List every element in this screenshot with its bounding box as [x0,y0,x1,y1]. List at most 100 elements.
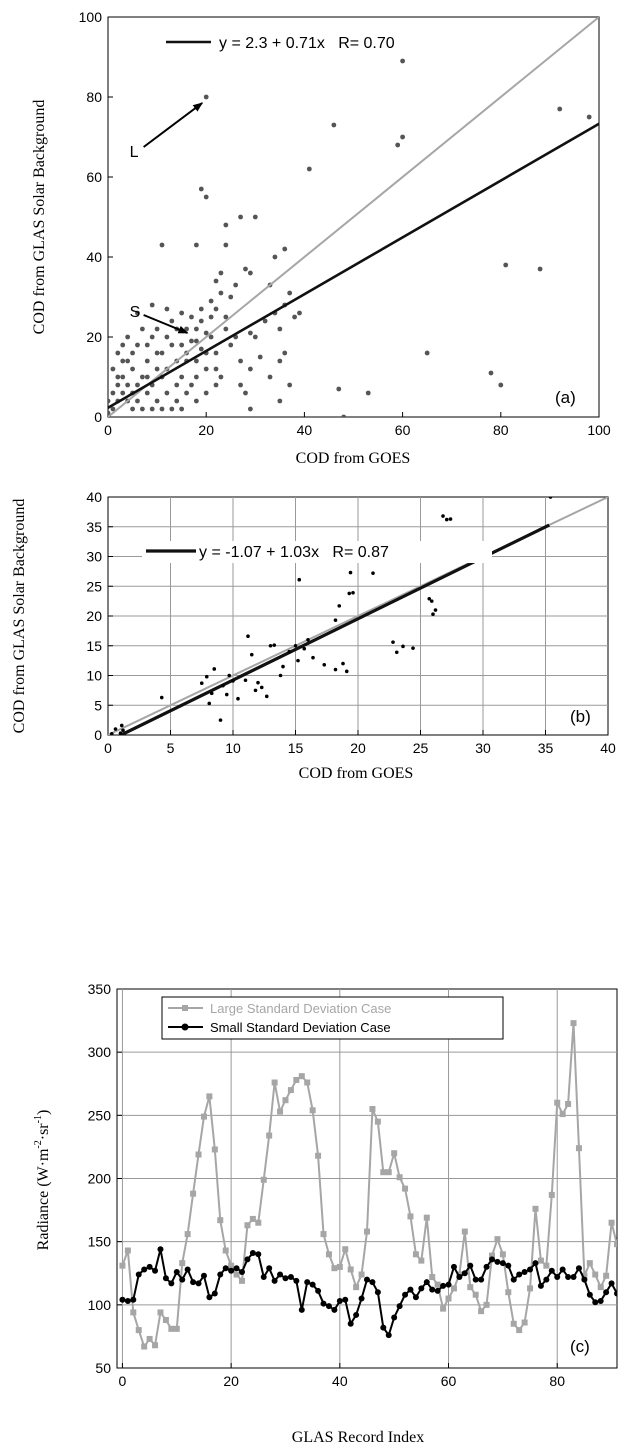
data-point [121,728,125,733]
x-tick-label: 15 [288,740,304,756]
data-point [503,262,509,268]
series-marker [494,1236,501,1243]
data-point [203,366,209,372]
y-tick-label: 0 [94,727,102,743]
x-tick-label: 30 [475,740,491,756]
series-marker [396,1174,403,1181]
x-tick-label: 60 [395,422,411,438]
series-marker [184,1266,191,1273]
series-marker [570,1020,577,1027]
data-point [228,342,234,348]
data-point [441,514,445,518]
series-marker [516,1271,523,1278]
data-point [429,599,434,603]
data-point [233,282,239,288]
data-point [203,194,209,200]
y-title-sup2: -1 [33,1115,44,1123]
series-marker [255,1219,262,1226]
y-tick-label: 20 [86,329,102,345]
series-marker [309,1281,316,1288]
series-marker [195,1151,202,1158]
series-marker [505,1289,512,1296]
data-point [252,214,258,220]
series-marker [325,1303,332,1310]
panel-b-legend-entry: y = -1.07 + 1.03x R= 0.87 [199,544,389,561]
series-marker [342,1246,349,1253]
series-marker [157,1246,164,1253]
data-point [333,667,338,672]
data-point [537,266,543,272]
data-point [433,608,438,612]
series-marker [374,1289,381,1296]
data-point [278,673,283,678]
series-marker [478,1276,485,1283]
series-marker [239,1277,245,1284]
data-point [120,374,126,380]
data-point [207,701,212,706]
legend-marker-small [181,1023,189,1031]
data-point [120,358,126,364]
series-marker [521,1268,528,1275]
series-marker [206,1093,213,1100]
x-tick-label: 100 [587,422,611,438]
panel-c-x-axis-title: GLAS Record Index [292,1429,424,1446]
series-marker [418,1285,425,1292]
data-point [154,398,160,404]
data-point [164,334,170,340]
series-marker [287,1087,294,1094]
data-point [118,731,123,735]
data-point [548,497,553,499]
series-marker [195,1280,202,1287]
panel-a-y-axis-title: COD from GLAS Solar Background [31,100,48,335]
data-point [267,374,273,380]
data-point [243,678,248,683]
data-point [238,214,243,220]
data-point [247,330,253,336]
data-point [213,350,219,356]
data-point [341,414,347,417]
series-marker [315,1287,322,1294]
panel-a-fit-line [108,122,599,409]
series-marker [244,1256,251,1263]
series-marker [614,1290,617,1297]
data-point [218,718,223,722]
data-point [247,366,253,372]
data-point [231,679,235,683]
data-point [135,382,140,388]
data-point [238,358,243,364]
data-point [371,571,375,575]
series-marker [228,1262,235,1269]
series-marker [407,1213,414,1220]
panel-a-y-ticks: 0 20 40 60 80 100 [79,9,113,425]
series-marker [293,1076,300,1083]
scatter-panel-b: 0 5 10 15 20 25 30 35 40 0 5 10 15 20 25 30 35 40 y = -1… [11,489,616,782]
series-marker [467,1262,474,1269]
data-point [204,674,209,679]
data-point [395,142,401,148]
series-marker [527,1266,534,1273]
data-point [223,222,229,228]
panel-a-x-ticks: 0 20 40 60 80 100 [104,412,611,438]
data-point [212,667,217,671]
data-point [272,254,278,260]
series-marker [336,1298,343,1305]
data-point [184,326,189,332]
data-point [262,318,268,324]
x-tick-label: 20 [198,422,214,438]
series-marker [575,1145,582,1152]
data-point [557,106,563,112]
series-marker [152,1267,159,1274]
series-marker [298,1306,305,1313]
series-marker [434,1287,441,1294]
data-point [193,338,199,344]
data-point [149,302,155,308]
series-marker [559,1266,566,1273]
data-point [154,326,160,332]
data-point [296,658,300,663]
series-marker [266,1265,273,1272]
series-marker [537,1282,544,1289]
y-title-sup1: -2 [33,1140,44,1148]
series-marker [543,1276,550,1283]
series-marker [445,1281,452,1288]
data-point [236,696,240,701]
